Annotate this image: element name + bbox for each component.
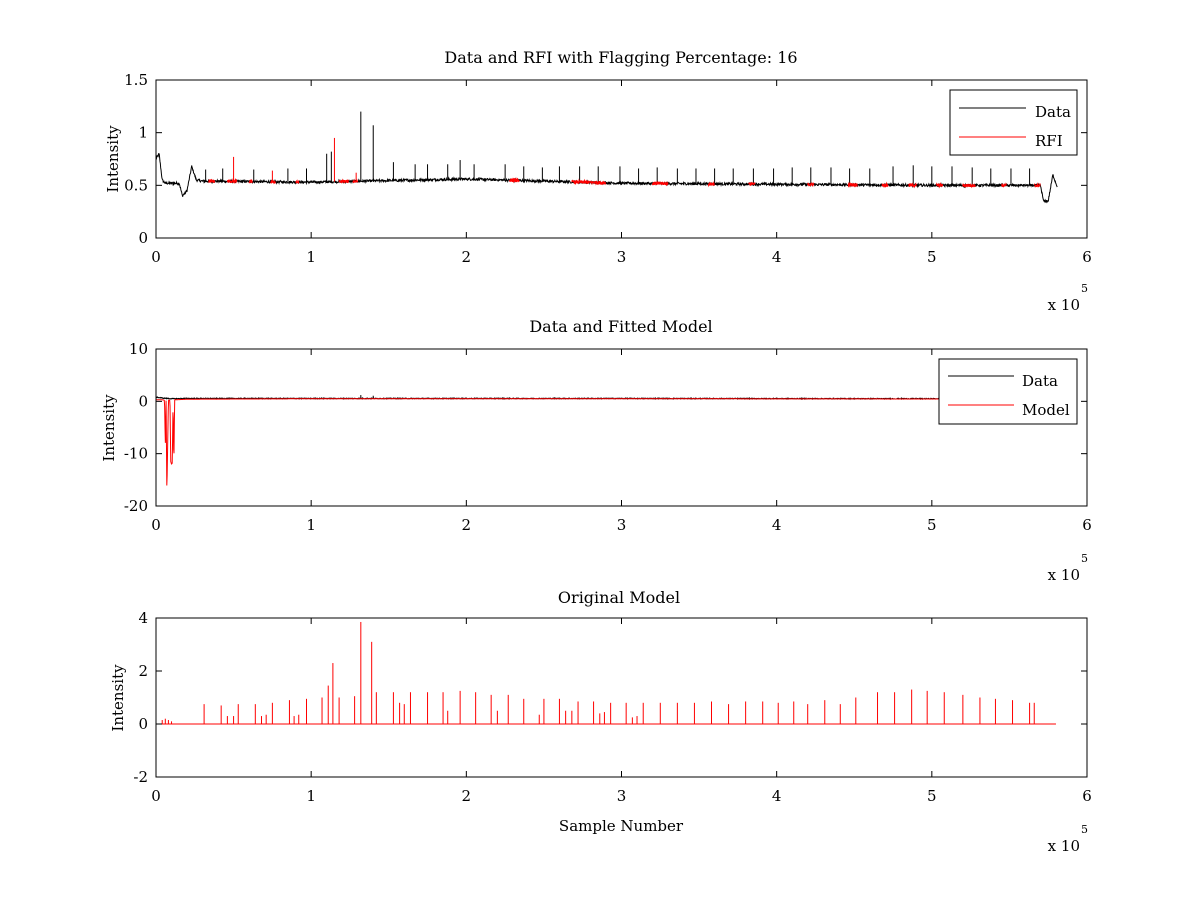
plot-area: [156, 395, 1057, 486]
chart-title: Data and Fitted Model: [529, 317, 712, 336]
y-axis-label: Intensity: [100, 394, 118, 462]
x-tick-label: 4: [772, 787, 782, 805]
x-tick-label: 0: [151, 787, 161, 805]
x-tick-label: 2: [462, 787, 472, 805]
legend-label-model: Model: [1022, 401, 1070, 419]
series-layer: [156, 395, 1057, 486]
x-tick-label: 6: [1082, 248, 1092, 266]
x-axis-multiplier: x 10: [1048, 566, 1080, 584]
x-axis-multiplier: x 10: [1048, 837, 1080, 855]
series-rfi-segment: [208, 178, 216, 183]
y-tick-label: 4: [138, 609, 148, 627]
x-tick-label: 3: [617, 248, 627, 266]
series-layer: [156, 621, 1056, 725]
x-tick-label: 2: [462, 516, 472, 534]
axes-box: [155, 79, 1088, 239]
x-axis-label: Sample Number: [559, 817, 684, 835]
series-rfi-segment: [509, 177, 520, 184]
x-tick-label: 2: [462, 248, 472, 266]
series-rfi-segment: [881, 181, 889, 189]
series-rfi-segment: [226, 178, 238, 185]
plot-area: [156, 111, 1058, 204]
x-axis-exponent: 5: [1081, 282, 1088, 295]
x-tick-label: 5: [927, 248, 937, 266]
x-tick-label: 1: [306, 787, 316, 805]
x-tick-label: 3: [617, 787, 627, 805]
x-tick-label: 3: [617, 516, 627, 534]
x-axis-multiplier: x 10: [1048, 296, 1080, 314]
ticks: 0 1 2 3 4 5 6 -20 -10 0 10: [124, 340, 1092, 534]
series-rfi-segment: [338, 178, 349, 184]
y-tick-label: -10: [124, 445, 148, 463]
legend-label-rfi: RFI: [1035, 132, 1063, 150]
y-tick-label: 0: [138, 715, 148, 733]
ticks: 0 1 2 3 4 5 6 0 0.5 1 1.5: [124, 71, 1092, 266]
panel-rfi: Data and RFI with Flagging Percentage: 1…: [104, 48, 1092, 314]
y-tick-label: -20: [124, 497, 148, 515]
x-axis-exponent: 5: [1081, 823, 1088, 836]
x-tick-label: 4: [772, 248, 782, 266]
series-rfi-segment: [908, 182, 917, 189]
y-axis-label: Intensity: [104, 125, 122, 193]
plot-viewport: [156, 395, 1057, 486]
y-tick-label: -2: [133, 768, 148, 786]
axes-box: [155, 617, 1088, 778]
series-model-line: [156, 398, 1056, 486]
chart-title: Data and RFI with Flagging Percentage: 1…: [444, 48, 797, 67]
series-rfi-segment: [707, 181, 715, 188]
x-tick-label: 5: [927, 516, 937, 534]
series-rfi-segment: [748, 181, 756, 186]
chart-title: Original Model: [558, 588, 680, 607]
y-tick-label: 2: [138, 662, 148, 680]
legend-label-data: Data: [1035, 103, 1071, 121]
plot-viewport: [156, 621, 1056, 725]
x-tick-label: 5: [927, 787, 937, 805]
series-data-line: [156, 152, 1058, 204]
legend-box: [938, 358, 1078, 425]
y-tick-label: 0.5: [124, 176, 148, 194]
x-tick-label: 6: [1082, 516, 1092, 534]
series-rfi-segment: [270, 179, 276, 185]
plot-viewport: [156, 111, 1058, 204]
x-tick-label: 0: [151, 516, 161, 534]
y-tick-label: 1: [138, 124, 148, 142]
y-tick-label: 0: [138, 229, 148, 247]
x-tick-label: 1: [306, 248, 316, 266]
x-tick-label: 0: [151, 248, 161, 266]
series-rfi-segment: [652, 180, 669, 187]
legend: Data RFI: [949, 89, 1078, 156]
series-rfi-segment: [847, 181, 858, 188]
series-rfi-segment: [1033, 182, 1041, 188]
series-rfi-segment: [936, 182, 944, 189]
x-tick-label: 4: [772, 516, 782, 534]
series-rfi-segment: [1001, 182, 1007, 188]
legend: Data Model: [938, 358, 1078, 425]
series-rfi-segment: [807, 181, 815, 187]
legend-label-data: Data: [1022, 372, 1058, 390]
y-tick-label: 10: [129, 340, 148, 358]
series-rfi-segment: [352, 178, 359, 183]
panel-fitted-model: Data and Fitted Model 0 1 2 3 4 5 6 -20 -10 0 10 I…: [100, 317, 1092, 584]
legend-box: [949, 89, 1078, 156]
y-axis-label: Intensity: [109, 664, 127, 732]
series-rfi-segment: [962, 183, 976, 189]
y-tick-label: 0: [138, 392, 148, 410]
x-axis-exponent: 5: [1081, 552, 1088, 565]
series-layer: [156, 111, 1058, 204]
x-tick-label: 6: [1082, 787, 1092, 805]
x-tick-label: 1: [306, 516, 316, 534]
series-rfi-segment: [295, 179, 300, 184]
plot-area: [156, 621, 1056, 725]
series-rfi-segment: [248, 179, 253, 184]
y-tick-label: 1.5: [124, 71, 148, 89]
series-rfi-segment: [571, 178, 607, 186]
